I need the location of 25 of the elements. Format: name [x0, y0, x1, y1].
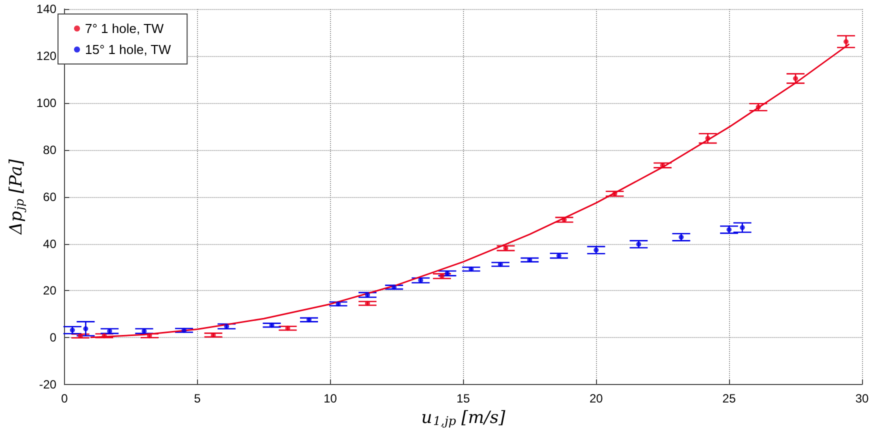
y-tick-label: 120: [36, 48, 57, 63]
point: [83, 326, 88, 332]
y-tick-label: 20: [43, 284, 57, 298]
point: [705, 136, 710, 141]
x-tick-label: 15: [456, 392, 470, 406]
y-tick-label: 80: [43, 142, 57, 157]
point: [844, 39, 849, 44]
legend-label: 7° 1 hole, TW: [85, 21, 164, 36]
legend-label: 15° 1 hole, TW: [85, 42, 172, 57]
y-tick-label: 60: [43, 190, 57, 204]
x-tick-label: 20: [589, 392, 604, 406]
y-tick-label: -20: [39, 378, 57, 392]
y-tick-label: 100: [36, 96, 57, 110]
x-tick-label: 25: [722, 392, 736, 406]
y-tick-label: 40: [43, 236, 57, 251]
x-tick-label: 30: [855, 392, 869, 406]
x-tick-label: 10: [324, 392, 338, 406]
y-tick-label: 140: [36, 2, 57, 16]
point: [740, 225, 745, 230]
y-tick-label: 0: [50, 330, 57, 345]
point: [793, 76, 798, 81]
x-tick-label: 0: [61, 392, 68, 406]
x-tick-label: 5: [194, 392, 202, 406]
y-axis-title: Δpjp [Pa]: [6, 158, 26, 236]
x-axis-title: u1,jp [m/s]: [421, 408, 506, 428]
